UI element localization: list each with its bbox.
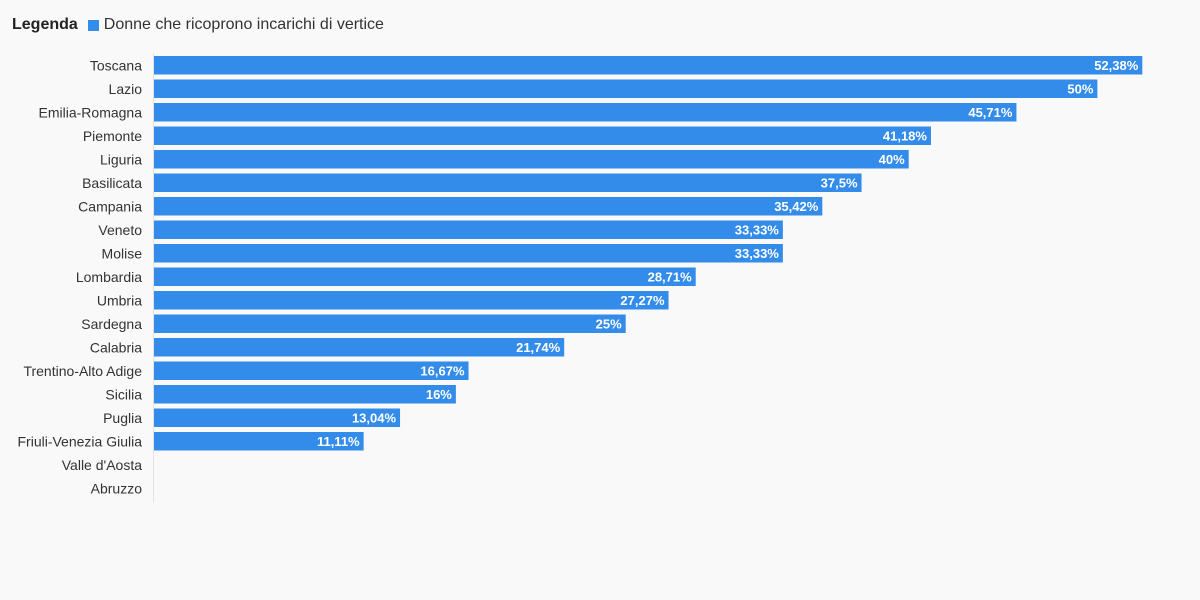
bar (154, 173, 862, 192)
bar (154, 361, 469, 380)
category-label: Piemonte (83, 128, 142, 144)
category-label: Trentino-Alto Adige (23, 363, 142, 379)
bar (154, 338, 565, 357)
category-label: Liguria (100, 151, 142, 167)
bar (154, 432, 364, 451)
legend-title: Legenda (12, 16, 78, 33)
category-label: Emilia-Romagna (39, 104, 143, 120)
category-label: Sardegna (81, 316, 142, 332)
bar (154, 244, 783, 263)
bar (154, 56, 1143, 75)
category-label: Molise (102, 245, 143, 261)
category-label: Toscana (90, 57, 142, 73)
bar-value-label: 11,11% (317, 434, 360, 449)
bar-value-label: 16,67% (420, 363, 465, 378)
bar-value-label: 50% (1067, 81, 1093, 96)
category-label: Sicilia (105, 386, 142, 402)
bar (154, 126, 931, 145)
bar (154, 150, 909, 169)
category-label: Basilicata (82, 175, 142, 191)
bar-value-label: 27,27% (620, 293, 665, 308)
bar-value-label: 28,71% (648, 269, 693, 284)
category-label: Valle d'Aosta (62, 457, 142, 473)
bar (154, 267, 696, 286)
category-label: Abruzzo (91, 480, 143, 496)
bar-value-label: 40% (879, 152, 905, 167)
bar-value-label: 33,33% (735, 246, 780, 261)
bar (154, 103, 1017, 122)
category-label: Puglia (103, 410, 142, 426)
category-label: Calabria (90, 339, 142, 355)
category-label: Friuli-Venezia Giulia (18, 433, 143, 449)
bar (154, 385, 456, 404)
bar-value-label: 37,5% (821, 175, 858, 190)
category-label: Veneto (98, 222, 142, 238)
bar (154, 79, 1098, 98)
category-label: Umbria (97, 292, 142, 308)
legend-label: Donne che ricoprono incarichi di vertice (103, 16, 384, 33)
bar (154, 197, 823, 216)
bar (154, 408, 401, 427)
bar-value-label: 13,04% (352, 410, 397, 425)
bar-value-label: 21,74% (516, 340, 561, 355)
legend: Legenda Donne che ricoprono incarichi di… (12, 14, 384, 36)
bar (154, 220, 783, 239)
bar-value-label: 45,71% (968, 105, 1013, 120)
bar-value-label: 35,42% (774, 199, 819, 214)
category-label: Campania (78, 198, 142, 214)
bar-value-label: 52,38% (1094, 58, 1139, 73)
category-label: Lazio (109, 81, 143, 97)
bar-value-label: 41,18% (883, 128, 928, 143)
legend-swatch (87, 19, 99, 31)
category-label: Lombardia (76, 269, 142, 285)
bar-value-label: 33,33% (735, 222, 780, 237)
bar-value-label: 25% (596, 316, 622, 331)
bar (154, 314, 626, 333)
bar-value-label: 16% (426, 387, 452, 402)
bar (154, 291, 669, 310)
